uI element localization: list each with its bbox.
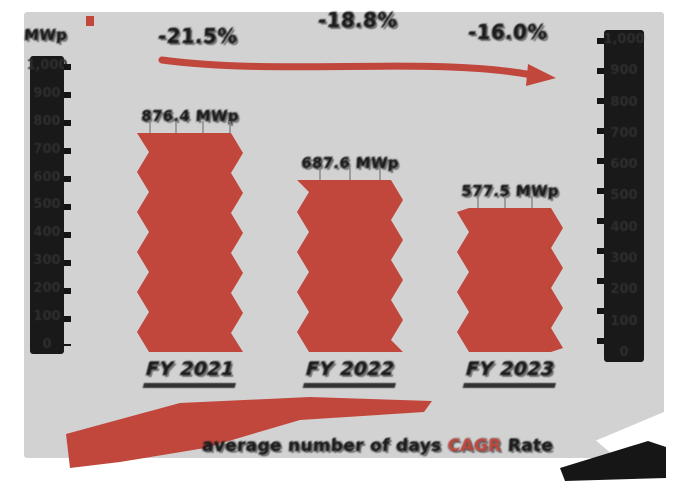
y-tick-label: 100: [33, 309, 61, 325]
y-tick-label: 700: [610, 125, 638, 141]
bar-fy2022: [297, 180, 403, 352]
y-tick-label: 500: [33, 197, 61, 213]
y-tick-label: 300: [33, 253, 61, 269]
y-tick-label: 200: [33, 281, 61, 297]
y-tick-label: 1,000: [26, 58, 68, 73]
bar-fy2021: [137, 133, 243, 352]
footer-caption: average number of days CAGR Rate: [201, 436, 553, 456]
y-tick-label: 300: [610, 251, 638, 267]
y-tick-label: 100: [610, 313, 638, 329]
y-tick-label: 800: [33, 113, 61, 129]
y-tick-label: 1,000: [603, 32, 645, 47]
y-tick-label: 800: [610, 94, 638, 110]
x-axis-label: FY 2021: [129, 358, 251, 388]
y-tick-label: 500: [610, 188, 638, 204]
y-axis-right: 1,000 900 800 700 600 500 400 300 200 100 0: [597, 30, 645, 362]
y-tick-label: 600: [610, 157, 638, 173]
y-tick-label: 200: [610, 282, 638, 298]
footer-text-highlight: CAGR: [447, 436, 503, 456]
x-axis-label: FY 2023: [449, 358, 571, 388]
bar-fy2023: [457, 208, 563, 352]
y-tick-label: 700: [33, 141, 61, 157]
y-tick-label: 900: [33, 85, 61, 101]
x-axis-label: FY 2022: [289, 358, 411, 388]
y-tick-label: 0: [42, 336, 52, 352]
bar-value-label: 687.6 MWp: [300, 154, 400, 172]
bar-value-label: 876.4 MWp: [140, 107, 240, 125]
y-tick-label: 600: [33, 169, 61, 185]
bar-value-label: 577.5 MWp: [460, 182, 560, 200]
y-axis-left: 1,000 900 800 700 600 500 400 300 200 100 0: [26, 56, 71, 354]
y-tick-label: 0: [619, 344, 629, 360]
footer-text-left: average number of days: [201, 436, 442, 456]
footer-text-right: Rate: [507, 436, 554, 456]
y-tick-label: 400: [33, 225, 61, 241]
y-tick-label: 900: [610, 63, 638, 79]
y-tick-label: 400: [610, 219, 638, 235]
